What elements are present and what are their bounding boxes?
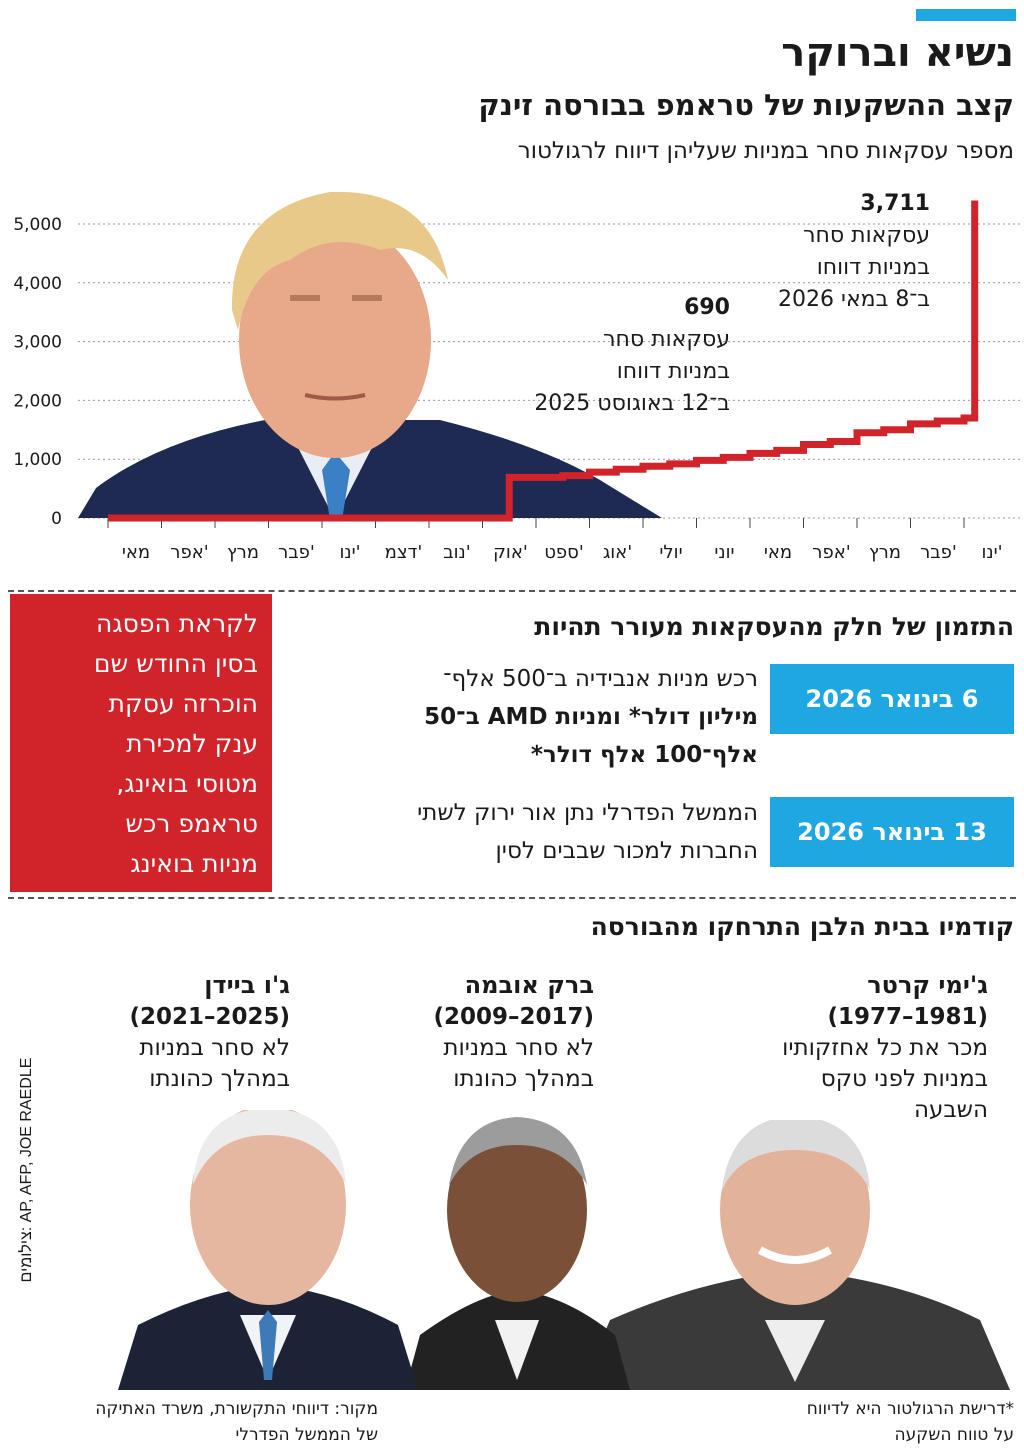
annotation-may-line2: במניות דווחו bbox=[816, 255, 930, 280]
biden-name: ג'ו ביידן bbox=[204, 971, 290, 999]
event-jan6: רכש מניות אנבידיה ב־500 אלף־ מיליון דולר… bbox=[290, 660, 758, 774]
carter-text-1: מכר את כל אחזקותיו bbox=[782, 1035, 988, 1061]
footnote-line2: על טווח השקעה bbox=[894, 1425, 1014, 1445]
x-tick-label: מאי bbox=[122, 542, 150, 563]
annotation-may-line1: עסקאות סחר bbox=[803, 223, 930, 248]
event-jan13: הממשל הפדרלי נתן אור ירוק לשתי החברות למ… bbox=[290, 794, 758, 870]
event-jan6-line3: אלף־100 אלף דולר* bbox=[530, 742, 758, 768]
carter-photo bbox=[580, 1120, 1010, 1390]
x-tick-label: ספט' bbox=[544, 542, 584, 563]
divider-2 bbox=[8, 897, 1016, 899]
y-axis-ticks: 0 1,000 2,000 3,000 4,000 5,000 bbox=[13, 215, 62, 529]
predecessors-title: קודמיו בבית הלבן התרחקו מהבורסה bbox=[590, 912, 1014, 941]
x-tick-label: ינו' bbox=[339, 542, 360, 563]
event-jan6-line1: רכש מניות אנבידיה ב־500 אלף־ bbox=[443, 666, 758, 692]
annotation-august: 690 עסקאות סחר במניות דווחו ב־12 באוגוסט… bbox=[470, 292, 730, 420]
x-tick-label: דצמ' bbox=[385, 542, 423, 563]
annotation-august-value: 690 bbox=[684, 295, 730, 320]
event-jan13-line2: החברות למכור שבבים לסין bbox=[495, 838, 758, 864]
carter-years: (1981–1977) bbox=[827, 1004, 988, 1030]
boeing-line-7: מניות בואינג bbox=[130, 849, 258, 878]
annotation-august-line3: ב־12 באוגוסט 2025 bbox=[534, 391, 730, 416]
carter-text-3: השבעה bbox=[913, 1097, 988, 1123]
x-tick-label: אוק' bbox=[493, 542, 528, 563]
source: מקור: דיווחי התקשורת, משרד האתיקה של הממ… bbox=[8, 1396, 378, 1448]
trade-count-line bbox=[108, 200, 979, 522]
biden-photo bbox=[118, 1110, 418, 1390]
x-tick-label: יולי bbox=[659, 542, 682, 563]
y-tick-label: 5,000 bbox=[13, 215, 62, 235]
obama-block: ברק אובמה (2017–2009) לא סחר במניות במהל… bbox=[380, 970, 594, 1095]
y-tick-label: 1,000 bbox=[13, 450, 62, 470]
x-tick-label: פבר' bbox=[278, 542, 315, 563]
biden-block: ג'ו ביידן (2025–2021) לא סחר במניות במהל… bbox=[80, 970, 290, 1095]
accent-bar bbox=[916, 9, 1016, 21]
chart-subtitle: קצב ההשקעות של טראמפ בבורסה זינק bbox=[478, 88, 1014, 122]
boeing-line-4: ענק למכירת bbox=[126, 729, 258, 758]
footnote: *דרישת הרגולטור היא לדיווח על טווח השקעה bbox=[714, 1396, 1014, 1448]
boeing-line-3: הוכרזה עסקת bbox=[108, 689, 258, 718]
x-tick-label: אוג' bbox=[603, 542, 632, 563]
biden-years: (2025–2021) bbox=[129, 1004, 290, 1030]
biden-text-1: לא סחר במניות bbox=[139, 1035, 290, 1061]
carter-name: ג'ימי קרטר bbox=[867, 971, 988, 999]
chart-description: מספר עסקאות סחר במניות שעליהן דיווח לרגו… bbox=[517, 138, 1014, 164]
annotation-august-line1: עסקאות סחר bbox=[603, 327, 730, 352]
y-tick-label: 0 bbox=[51, 509, 62, 529]
annotation-may-line3: ב־8 במאי 2026 bbox=[778, 287, 930, 312]
x-tick-label: נוב' bbox=[443, 542, 470, 563]
obama-text-2: במהלך כהונתו bbox=[453, 1066, 594, 1092]
x-tick-label: מאי bbox=[764, 542, 792, 563]
x-tick-label: פבר' bbox=[920, 542, 957, 563]
source-line2: של הממשל הפדרלי bbox=[235, 1425, 378, 1445]
boeing-line-6: טראמפ רכש bbox=[125, 809, 258, 838]
boeing-box: לקראת הפסגה בסין החודש שם הוכרזה עסקת ענ… bbox=[10, 594, 272, 892]
annotation-may-value: 3,711 bbox=[860, 191, 930, 216]
date-tag-jan13: 13 בינואר 2026 bbox=[770, 797, 1014, 867]
photo-credits: צילומים: AP, AFP, JOE RAEDLE bbox=[18, 1057, 35, 1283]
annotation-may: 3,711 עסקאות סחר במניות דווחו ב־8 במאי 2… bbox=[690, 188, 930, 316]
boeing-line-2: בסין החודש שם bbox=[93, 649, 258, 678]
boeing-line-1: לקראת הפסגה bbox=[96, 609, 258, 638]
obama-photo bbox=[405, 1117, 630, 1390]
trade-count-chart: 0 1,000 2,000 3,000 4,000 5,000 ינו' פבר' מרץ אפ… bbox=[13, 191, 1020, 563]
event-jan6-line2: מיליון דולר* ומניות AMD ב־50 bbox=[424, 704, 758, 730]
carter-block: ג'ימי קרטר (1981–1977) מכר את כל אחזקותי… bbox=[690, 970, 988, 1126]
trump-photo bbox=[78, 191, 662, 520]
x-tick-label: אפר' bbox=[170, 542, 208, 563]
x-tick-label: מרץ bbox=[869, 542, 901, 563]
x-tick-label: מרץ bbox=[227, 542, 259, 563]
y-tick-label: 4,000 bbox=[13, 274, 62, 294]
biden-text-2: במהלך כהונתו bbox=[149, 1066, 290, 1092]
carter-text-2: במניות לפני טקס bbox=[820, 1066, 988, 1092]
x-tick-label: ינו' bbox=[981, 542, 1002, 563]
boeing-line-5: מטוסי בואינג, bbox=[116, 769, 258, 798]
y-tick-label: 3,000 bbox=[13, 333, 62, 353]
obama-years: (2017–2009) bbox=[433, 1004, 594, 1030]
x-tick-label: יוני bbox=[714, 542, 734, 563]
x-tick-label: אפר' bbox=[812, 542, 850, 563]
x-axis-ticks: ינו' פבר' מרץ אפר' מאי יוני יולי אוג' ספט' אוק' נו… bbox=[107, 518, 1003, 563]
annotation-august-line2: במניות דווחו bbox=[616, 359, 730, 384]
y-tick-label: 2,000 bbox=[13, 391, 62, 411]
divider-1 bbox=[8, 590, 1016, 592]
timing-title: התזמון של חלק מהעסקאות מעורר תהיות bbox=[534, 612, 1014, 641]
photo-credits-box: צילומים: AP, AFP, JOE RAEDLE bbox=[14, 1000, 40, 1340]
date-tag-jan6: 6 בינואר 2026 bbox=[770, 664, 1014, 734]
event-jan13-line1: הממשל הפדרלי נתן אור ירוק לשתי bbox=[417, 800, 758, 826]
source-line1: מקור: דיווחי התקשורת, משרד האתיקה bbox=[95, 1399, 378, 1419]
footnote-line1: *דרישת הרגולטור היא לדיווח bbox=[806, 1399, 1014, 1419]
headline: נשיא וברוקר bbox=[781, 30, 1014, 76]
obama-name: ברק אובמה bbox=[464, 971, 594, 999]
obama-text-1: לא סחר במניות bbox=[443, 1035, 594, 1061]
